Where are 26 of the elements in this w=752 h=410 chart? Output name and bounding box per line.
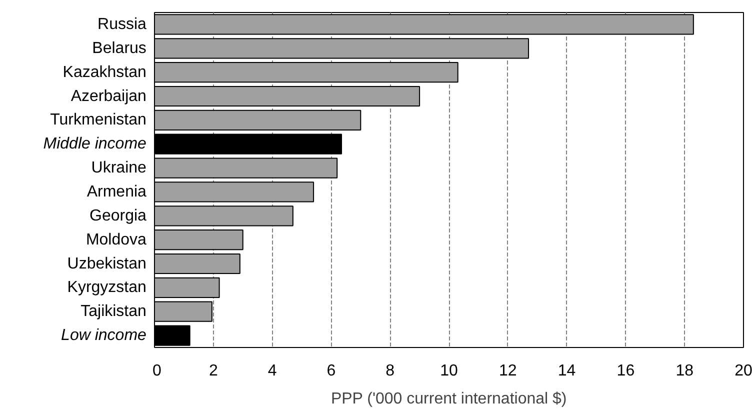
- y-tick-label: Azerbaijan: [70, 88, 146, 105]
- y-tick-label: Turkmenistan: [50, 112, 146, 129]
- y-tick-label: Belarus: [92, 40, 146, 57]
- x-tick-label: 2: [208, 362, 218, 380]
- x-tick-label: 16: [616, 362, 635, 380]
- y-tick-label: Kyrgyzstan: [67, 279, 146, 296]
- y-tick-label: Ukraine: [91, 160, 147, 177]
- y-tick-label: Russia: [98, 16, 147, 33]
- x-tick-label: 8: [386, 362, 395, 380]
- y-tick-label: Low income: [61, 327, 147, 344]
- x-axis-title: PPP ('000 current international $): [330, 390, 567, 408]
- x-tick-label: 18: [676, 362, 694, 380]
- x-tick-label: 10: [440, 362, 458, 380]
- y-tick-label: Middle income: [43, 136, 147, 153]
- y-tick-label: Uzbekistan: [67, 255, 146, 272]
- y-tick-label: Kazakhstan: [62, 64, 146, 81]
- x-tick-label: 14: [558, 362, 576, 380]
- x-tick-label: 4: [268, 362, 277, 380]
- x-tick-label: 12: [499, 362, 517, 380]
- x-tick-label: 6: [326, 362, 336, 380]
- y-tick-label: Georgia: [90, 207, 147, 224]
- y-tick-label: Tajikistan: [80, 303, 146, 320]
- x-tick-label: 20: [734, 362, 752, 380]
- y-tick-label: Armenia: [86, 183, 147, 200]
- y-tick-label: Moldova: [86, 231, 147, 248]
- x-tick-label: 0: [152, 362, 162, 380]
